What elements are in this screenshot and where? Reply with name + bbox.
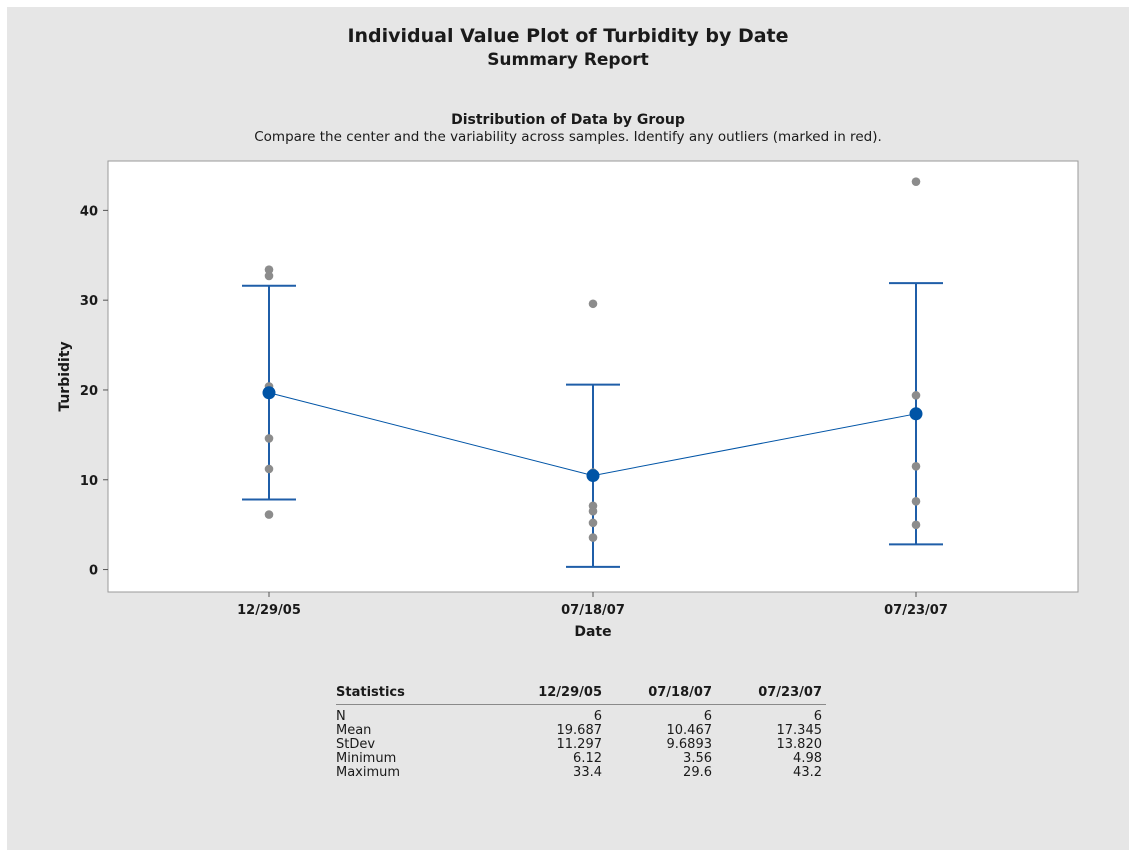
y-tick-label: 10 xyxy=(80,474,98,489)
report-page: Individual Value Plot of Turbidity by Da… xyxy=(7,7,1129,850)
mean-point xyxy=(262,386,276,400)
data-point xyxy=(264,271,274,281)
y-axis-label: Turbidity xyxy=(57,341,73,411)
stats-cell: 13.820 xyxy=(776,737,823,752)
stats-cell: 3.56 xyxy=(683,751,712,766)
stats-cell: 17.345 xyxy=(776,723,823,738)
report-subtitle: Summary Report xyxy=(487,50,649,70)
stats-header-cell: 07/18/07 xyxy=(648,685,712,700)
data-point xyxy=(588,518,598,528)
stats-cell: Mean xyxy=(336,723,372,738)
stats-header-cell: 07/23/07 xyxy=(758,685,822,700)
y-tick-label: 0 xyxy=(89,564,98,579)
x-tick-label: 07/23/07 xyxy=(884,603,948,618)
stats-cell: N xyxy=(336,709,346,724)
data-point xyxy=(911,177,921,186)
stats-cell: 33.4 xyxy=(573,765,602,780)
y-tick-label: 20 xyxy=(80,384,98,399)
data-point xyxy=(588,506,598,516)
stats-cell: 10.467 xyxy=(666,723,713,738)
stats-cell: 6 xyxy=(813,709,822,724)
data-point xyxy=(264,265,274,274)
stats-row-minimum: Minimum 6.12 3.56 4.98 xyxy=(336,752,826,766)
stats-cell: 4.98 xyxy=(793,751,822,766)
y-tick-label: 40 xyxy=(80,204,98,219)
data-point xyxy=(588,533,598,542)
x-tick-label: 12/29/05 xyxy=(237,603,301,618)
stats-cell: 29.6 xyxy=(683,765,712,780)
data-point xyxy=(588,299,598,309)
y-tick-label: 30 xyxy=(80,294,98,309)
section-title: Distribution of Data by Group xyxy=(451,112,685,128)
report-title: Individual Value Plot of Turbidity by Da… xyxy=(347,25,789,47)
stats-cell: Minimum xyxy=(336,751,397,766)
stats-cell: 11.297 xyxy=(556,737,603,752)
statistics-table: Statistics 12/29/05 07/18/07 07/23/07 N … xyxy=(336,685,826,780)
stats-cell: Maximum xyxy=(336,765,401,780)
stats-row-stdev: StDev 11.297 9.6893 13.820 xyxy=(336,738,826,752)
stats-cell: 6 xyxy=(703,709,712,724)
data-point xyxy=(264,434,274,443)
data-point xyxy=(911,461,921,471)
stats-header-cell: Statistics xyxy=(336,685,405,700)
x-axis-label: Date xyxy=(574,624,611,640)
stats-cell: 9.6893 xyxy=(666,737,713,752)
stats-cell: 6 xyxy=(593,709,602,724)
stats-cell: 6.12 xyxy=(573,751,602,766)
mean-point xyxy=(909,407,923,421)
mean-point xyxy=(586,469,600,483)
data-point xyxy=(911,520,921,530)
stats-cell: StDev xyxy=(336,737,376,752)
data-point xyxy=(264,464,274,474)
stats-cell: 19.687 xyxy=(556,723,603,738)
stats-row-n: N 6 6 6 xyxy=(336,705,826,725)
section-subtitle: Compare the center and the variability a… xyxy=(254,129,882,145)
stats-header-row: Statistics 12/29/05 07/18/07 07/23/07 xyxy=(336,685,826,705)
stats-cell: 43.2 xyxy=(793,765,822,780)
data-point xyxy=(264,510,274,519)
data-point xyxy=(911,497,921,506)
individual-value-plot: 0 10 20 30 40 12/29/05 07/18/07 07/23/07 Date Tur… xyxy=(57,160,1079,640)
stats-header-cell: 12/29/05 xyxy=(538,685,602,700)
stats-row-maximum: Maximum 33.4 29.6 43.2 xyxy=(336,766,826,780)
x-tick-label: 07/18/07 xyxy=(561,603,625,618)
data-point xyxy=(911,391,921,400)
stats-row-mean: Mean 19.687 10.467 17.345 xyxy=(336,724,826,738)
